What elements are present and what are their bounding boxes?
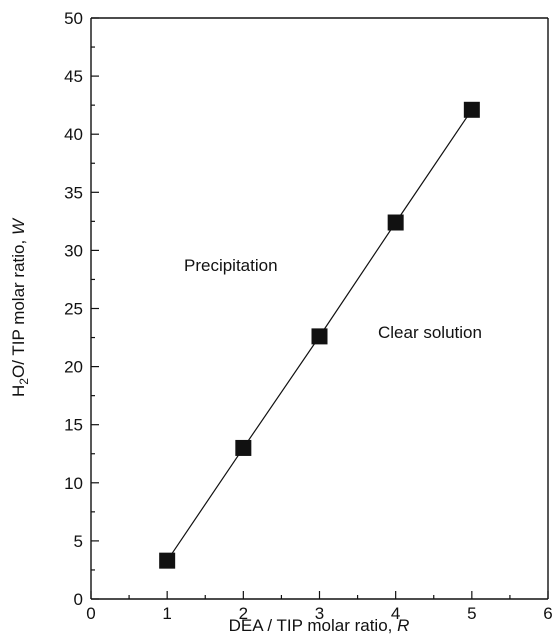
series xyxy=(159,101,480,569)
x-tick-label: 1 xyxy=(162,604,171,623)
y-tick-label: 5 xyxy=(74,532,83,551)
y-axis-title-variable: W xyxy=(9,217,28,235)
x-tick-label: 6 xyxy=(543,604,552,623)
data-point-marker xyxy=(463,101,480,118)
x-axis-title-main: DEA / TIP molar ratio, xyxy=(229,616,398,635)
x-tick-label: 3 xyxy=(315,604,324,623)
annotation-precipitation: Precipitation xyxy=(184,256,278,275)
y-tick-label: 45 xyxy=(64,67,83,86)
y-tick-label: 25 xyxy=(64,300,83,319)
y-axis-title-h: H xyxy=(9,385,28,397)
x-tick-label: 5 xyxy=(467,604,476,623)
y-axis-title-subscript: 2 xyxy=(17,378,31,385)
data-point-marker xyxy=(387,214,404,231)
y-tick-label: 0 xyxy=(74,590,83,609)
x-axis-title: DEA / TIP molar ratio, R xyxy=(229,616,410,635)
y-tick-label: 35 xyxy=(64,183,83,202)
y-axis-title-rest: O/ TIP molar ratio, xyxy=(9,235,28,378)
x-tick-label: 4 xyxy=(391,604,400,623)
x-tick-label: 0 xyxy=(86,604,95,623)
y-axis-title: H2O/ TIP molar ratio, W xyxy=(9,217,31,397)
y-tick-label: 30 xyxy=(64,241,83,260)
y-ticks: 0 5 10 15 20 25 30 35 40 45 50 xyxy=(64,9,99,609)
x-ticks: 0 1 2 3 4 5 6 xyxy=(86,591,553,623)
x-axis-title-variable: R xyxy=(397,616,409,635)
y-tick-label: 15 xyxy=(64,416,83,435)
x-tick-label: 2 xyxy=(239,604,248,623)
data-point-marker xyxy=(235,439,252,456)
y-tick-label: 50 xyxy=(64,9,83,28)
annotation-clear-solution: Clear solution xyxy=(378,323,482,342)
y-tick-label: 40 xyxy=(64,125,83,144)
data-point-marker xyxy=(311,328,328,345)
y-tick-label: 20 xyxy=(64,358,83,377)
data-point-marker xyxy=(159,552,176,569)
y-tick-label: 10 xyxy=(64,474,83,493)
